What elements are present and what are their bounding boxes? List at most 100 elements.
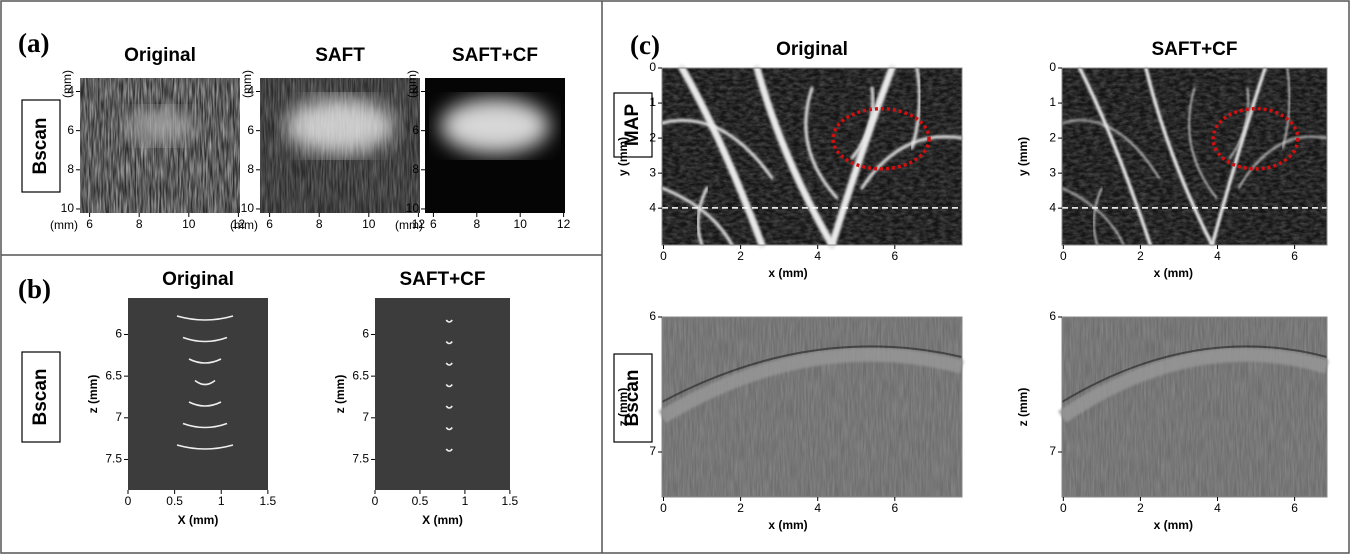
x-axis-label: x (mm) bbox=[768, 518, 807, 532]
y-tick-label: 7 bbox=[115, 410, 122, 424]
y-axis-label: z (mm) bbox=[616, 388, 630, 427]
x-unit: (mm) bbox=[50, 218, 78, 232]
x-tick-label: 0.5 bbox=[412, 494, 429, 508]
y-axis-label: y (mm) bbox=[1016, 137, 1030, 176]
x-tick-label: 6 bbox=[86, 217, 93, 231]
y-tick-label: 3 bbox=[1049, 165, 1056, 179]
y-tick-label: 3 bbox=[649, 165, 656, 179]
column-title: SAFT+CF bbox=[1151, 39, 1237, 60]
x-tick-label: 6 bbox=[891, 501, 898, 515]
y-tick-label: 4 bbox=[67, 84, 74, 98]
y-tick-label: 6 bbox=[67, 123, 74, 137]
x-tick-label: 10 bbox=[514, 217, 528, 231]
y-tick-label: 7.5 bbox=[352, 452, 369, 466]
y-tick-label: 7 bbox=[362, 410, 369, 424]
y-tick-label: 6 bbox=[115, 327, 122, 341]
y-tick-label: 0 bbox=[1049, 60, 1056, 74]
y-tick-label: 7 bbox=[649, 444, 656, 458]
x-tick-label: 1 bbox=[218, 494, 225, 508]
x-tick-label: 6 bbox=[430, 217, 437, 231]
target bbox=[440, 98, 550, 154]
x-tick-label: 8 bbox=[316, 217, 323, 231]
x-tick-label: 0 bbox=[660, 249, 667, 263]
y-tick-label: 4 bbox=[649, 200, 656, 214]
x-unit: (mm) bbox=[395, 218, 423, 232]
x-tick-label: 8 bbox=[473, 217, 480, 231]
y-tick-label: 1 bbox=[1049, 95, 1056, 109]
y-tick-label: 0 bbox=[649, 60, 656, 74]
y-tick-label: 6.5 bbox=[105, 368, 122, 382]
x-tick-label: 0 bbox=[125, 494, 132, 508]
x-tick-label: 1.5 bbox=[260, 494, 277, 508]
x-unit: (mm) bbox=[230, 218, 258, 232]
row-label: Bscan bbox=[30, 368, 51, 425]
image-title: Original bbox=[124, 45, 196, 66]
x-tick-label: 1 bbox=[462, 494, 469, 508]
x-tick-label: 0.5 bbox=[166, 494, 183, 508]
y-axis-label: z (mm) bbox=[86, 375, 100, 414]
x-tick-label: 1.5 bbox=[502, 494, 519, 508]
x-tick-label: 0 bbox=[1060, 501, 1067, 515]
x-tick-label: 4 bbox=[814, 501, 821, 515]
x-tick-label: 12 bbox=[557, 217, 571, 231]
x-axis-label: x (mm) bbox=[1154, 266, 1193, 280]
x-tick-label: 0 bbox=[372, 494, 379, 508]
panel-label: (b) bbox=[18, 274, 51, 304]
x-axis-label: X (mm) bbox=[178, 513, 219, 527]
image-title: SAFT+CF bbox=[452, 45, 538, 66]
y-tick-label: 7 bbox=[1049, 444, 1056, 458]
y-tick-label: 6 bbox=[247, 123, 254, 137]
y-tick-label: 4 bbox=[247, 84, 254, 98]
x-tick-label: 10 bbox=[362, 217, 376, 231]
x-tick-label: 6 bbox=[1291, 249, 1298, 263]
y-tick-label: 10 bbox=[61, 201, 75, 215]
column-title: Original bbox=[776, 39, 848, 60]
x-tick-label: 4 bbox=[814, 249, 821, 263]
y-tick-label: 8 bbox=[247, 162, 254, 176]
x-tick-label: 2 bbox=[1137, 249, 1144, 263]
y-tick-label: 8 bbox=[412, 162, 419, 176]
y-tick-label: 8 bbox=[67, 162, 74, 176]
x-tick-label: 0 bbox=[1060, 249, 1067, 263]
speckle bbox=[80, 78, 240, 213]
figure: (a)BscanOriginal(mm)46810(mm)681012SAFT(… bbox=[0, 0, 1350, 554]
x-tick-label: 2 bbox=[1137, 501, 1144, 515]
plot-title: SAFT+CF bbox=[399, 269, 485, 290]
y-tick-label: 7.5 bbox=[105, 452, 122, 466]
image-bg bbox=[128, 298, 268, 490]
x-tick-label: 8 bbox=[136, 217, 143, 231]
x-tick-label: 6 bbox=[266, 217, 273, 231]
y-tick-label: 6.5 bbox=[352, 368, 369, 382]
y-tick-label: 6 bbox=[362, 327, 369, 341]
y-axis-label: z (mm) bbox=[333, 375, 347, 414]
texture bbox=[1062, 317, 1327, 497]
x-tick-label: 2 bbox=[737, 501, 744, 515]
x-tick-label: 4 bbox=[1214, 249, 1221, 263]
y-tick-label: 6 bbox=[1049, 309, 1056, 323]
x-axis-label: x (mm) bbox=[768, 266, 807, 280]
plot-title: Original bbox=[162, 269, 234, 290]
x-tick-label: 0 bbox=[660, 501, 667, 515]
y-tick-label: 1 bbox=[649, 95, 656, 109]
x-axis-label: x (mm) bbox=[1154, 518, 1193, 532]
image-bg bbox=[375, 298, 510, 490]
target bbox=[125, 108, 195, 144]
x-tick-label: 6 bbox=[891, 249, 898, 263]
y-tick-label: 4 bbox=[1049, 200, 1056, 214]
y-tick-label: 10 bbox=[406, 201, 420, 215]
x-tick-label: 6 bbox=[1291, 501, 1298, 515]
row-label: Bscan bbox=[30, 117, 51, 174]
panel-label: (a) bbox=[18, 28, 49, 58]
x-axis-label: X (mm) bbox=[422, 513, 463, 527]
x-tick-label: 4 bbox=[1214, 501, 1221, 515]
y-tick-label: 4 bbox=[412, 84, 419, 98]
y-tick-label: 6 bbox=[649, 309, 656, 323]
y-axis-label: z (mm) bbox=[1016, 388, 1030, 427]
x-tick-label: 2 bbox=[737, 249, 744, 263]
image-title: SAFT bbox=[315, 45, 365, 66]
y-axis-label: y (mm) bbox=[616, 137, 630, 176]
target bbox=[285, 98, 395, 154]
x-tick-label: 10 bbox=[182, 217, 196, 231]
y-tick-label: 2 bbox=[1049, 130, 1056, 144]
texture bbox=[662, 317, 962, 497]
